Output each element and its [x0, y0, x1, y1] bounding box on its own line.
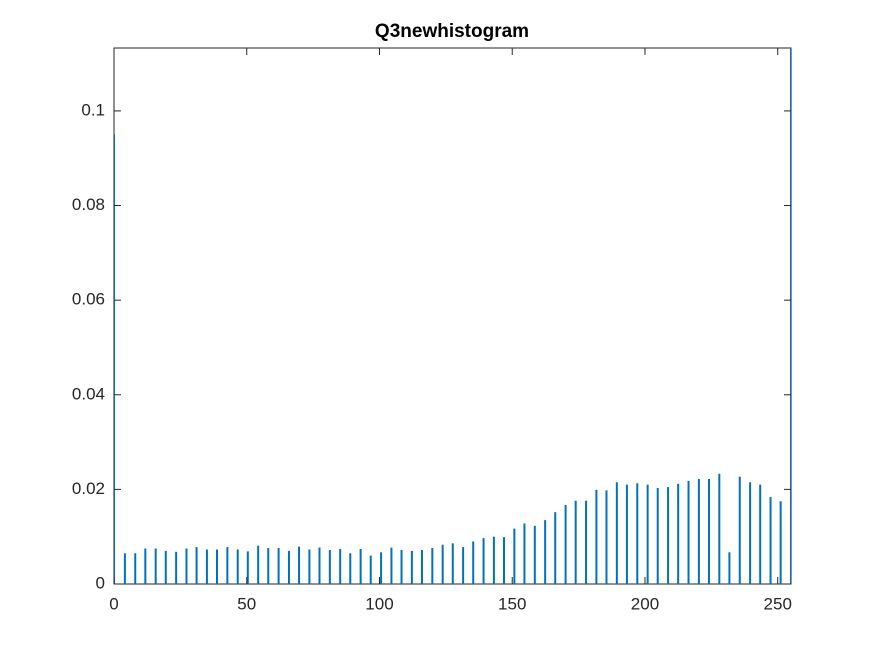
x-tick-label: 200	[631, 594, 659, 613]
x-tick-label: 250	[764, 594, 792, 613]
y-tick-label: 0.04	[72, 384, 105, 403]
y-tick-label: 0.1	[81, 100, 105, 119]
x-tick-label: 50	[237, 594, 256, 613]
x-tick-label: 0	[109, 594, 118, 613]
y-tick-label: 0	[96, 573, 105, 592]
y-tick-label: 0.06	[72, 290, 105, 309]
y-tick-label: 0.08	[72, 195, 105, 214]
y-tick-label: 0.02	[72, 479, 105, 498]
x-tick-label: 150	[498, 594, 526, 613]
chart-title: Q3newhistogram	[375, 21, 529, 42]
x-tick-label: 100	[365, 594, 393, 613]
bars	[114, 48, 791, 584]
